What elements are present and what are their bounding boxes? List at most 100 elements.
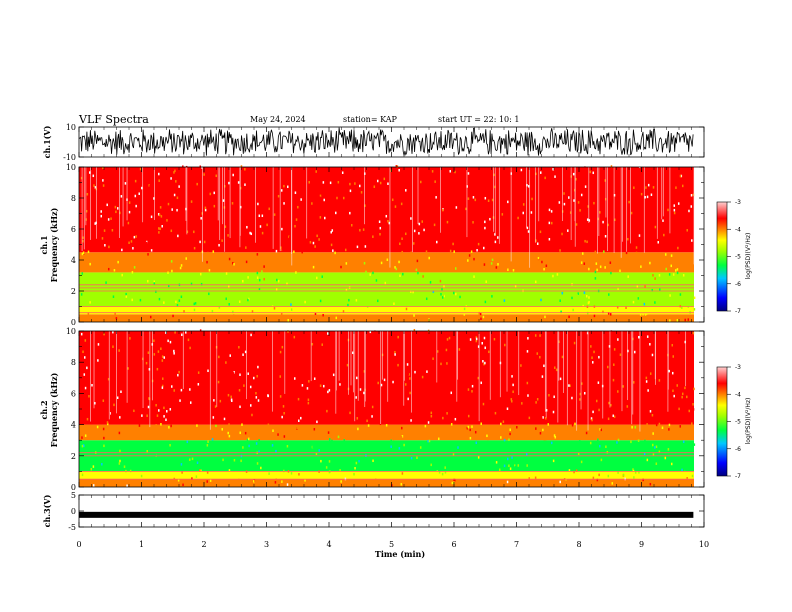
ch1-spec-speck <box>128 306 130 309</box>
ch1-spec-band <box>79 291 694 307</box>
ch2-spec-speck <box>189 346 191 350</box>
ch1-spec-speck <box>396 165 399 168</box>
ch2-spec-speck <box>255 442 258 445</box>
ch2-spec-speck <box>171 468 173 472</box>
ch2-spec-speck <box>94 401 96 405</box>
ch2-spec-speck <box>477 376 480 380</box>
ch2-spec-speck <box>258 450 260 453</box>
ch2-spec-speck <box>613 337 615 341</box>
ch2-spec-speck <box>512 383 514 387</box>
ch1-spec-speck <box>691 266 693 270</box>
ch2-spec-streak <box>284 331 286 394</box>
ch2-spec-speck <box>486 483 489 487</box>
ch2-spec-speck <box>137 380 139 384</box>
ch2-spec-speck <box>255 396 258 399</box>
ch2-spec-speck <box>163 415 165 418</box>
ch2-spec-speck <box>82 350 84 354</box>
ch2-spec-speck <box>272 429 274 432</box>
ch1-spec-streak <box>570 167 572 241</box>
ch1-spec-streak <box>605 167 607 218</box>
ch1-spec-speck <box>390 278 392 282</box>
ch1-spec-speck <box>228 181 230 185</box>
ch2-spec-speck <box>113 403 115 407</box>
ch1-spec-speck <box>302 303 304 307</box>
ch1-spec-speck <box>597 217 600 221</box>
ch2-spec-speck <box>450 423 453 426</box>
ch2-spec-speck <box>644 439 646 443</box>
ch2-spec-speck <box>358 459 360 463</box>
ch2-spec-speck <box>668 423 671 427</box>
ch2-spec-speck <box>511 375 513 378</box>
ch1-spec-speck <box>287 225 289 228</box>
ch2-spec-speck <box>146 414 148 417</box>
ch1-spec-speck <box>691 239 693 242</box>
ch2-spec-speck <box>107 377 110 381</box>
ch1-spec-speck <box>522 211 524 215</box>
ch1-spec-speck <box>167 284 170 288</box>
ch2-spec-speck <box>619 353 622 356</box>
ch2-spec-speck <box>553 395 555 399</box>
ch2-spec-streak <box>518 331 520 396</box>
ch1-spec-streak <box>498 167 500 244</box>
ch2-spec-speck <box>615 453 617 456</box>
ch1-spec-speck <box>479 312 482 316</box>
ch1-spec-speck <box>375 171 377 174</box>
ch1-spec-speck <box>103 254 105 258</box>
ch2-spec-streak <box>654 331 656 380</box>
ch2-spec-speck <box>191 477 193 480</box>
ch1-spec-speck <box>311 202 313 205</box>
ch1-spec-speck <box>541 265 544 269</box>
ch1-spec-speck <box>512 269 515 272</box>
ch1-spec-speck <box>158 227 160 230</box>
ch1-spec-speck <box>507 200 509 204</box>
ch1-spec-speck <box>190 282 193 286</box>
ch2-colorbar: -3-4-5-6-7 log(PSD)(V²/Hz) <box>716 364 752 480</box>
ch2-spec-speck <box>264 459 267 463</box>
ch1-spec-speck <box>690 194 693 197</box>
ch2-spec-speck <box>512 390 514 394</box>
ch2-spec-speck <box>484 381 486 384</box>
ch2-spec-speck <box>281 480 283 483</box>
ch2-spec-speck <box>500 422 502 426</box>
ch2-spec-speck <box>106 421 109 424</box>
ch2-spec-speck <box>432 436 435 439</box>
ch2-spec-speck <box>282 405 285 408</box>
ch1-spec-speck <box>204 281 207 284</box>
colorbar-tick-label: -6 <box>735 446 741 453</box>
ch2-spec-speck <box>394 353 396 356</box>
ch2-spec-speck <box>250 333 252 337</box>
ch2-spec-speck <box>96 337 98 341</box>
ch1-spec-speck <box>484 300 487 304</box>
ch1-spec-speck <box>610 271 612 275</box>
ch1-spec-speck <box>452 291 455 295</box>
ch1-spec-speck <box>580 261 583 264</box>
ch1-spec-speck <box>394 254 396 257</box>
ch2-spec-speck <box>146 452 148 456</box>
ch2-spec-speck <box>215 373 217 377</box>
ch2-spec-speck <box>487 437 489 441</box>
ch2-spec-speck <box>503 438 506 442</box>
ch1-spec-speck <box>399 242 401 246</box>
ch1-spec-speck <box>363 261 366 265</box>
ch2-spec-speck <box>494 411 497 415</box>
ch1-spec-speck <box>535 225 538 229</box>
ch2-spec-speck <box>503 464 506 468</box>
ch1-spec-speck <box>308 181 310 184</box>
ch2-spec-speck <box>575 469 578 472</box>
ch2-spec-speck <box>646 423 648 426</box>
ch1-spec-speck <box>249 300 252 303</box>
ch1-spec-speck <box>81 252 84 256</box>
ch2-spec-speck <box>83 373 86 376</box>
ch1-spec-speck <box>602 220 604 224</box>
ch2-spec-speck <box>188 341 190 344</box>
ch1-spec-speck <box>664 205 667 208</box>
ch2-spec-speck <box>430 414 433 418</box>
ch1-spec-speck <box>108 245 110 249</box>
ch2-spec-speck <box>227 393 230 397</box>
ch1-spec-speck <box>440 293 442 296</box>
ch2-spec-speck <box>230 395 232 399</box>
ch2-spec-speck <box>321 416 323 419</box>
ch1-spec-speck <box>393 302 395 305</box>
ch2-spec-speck <box>219 456 222 459</box>
